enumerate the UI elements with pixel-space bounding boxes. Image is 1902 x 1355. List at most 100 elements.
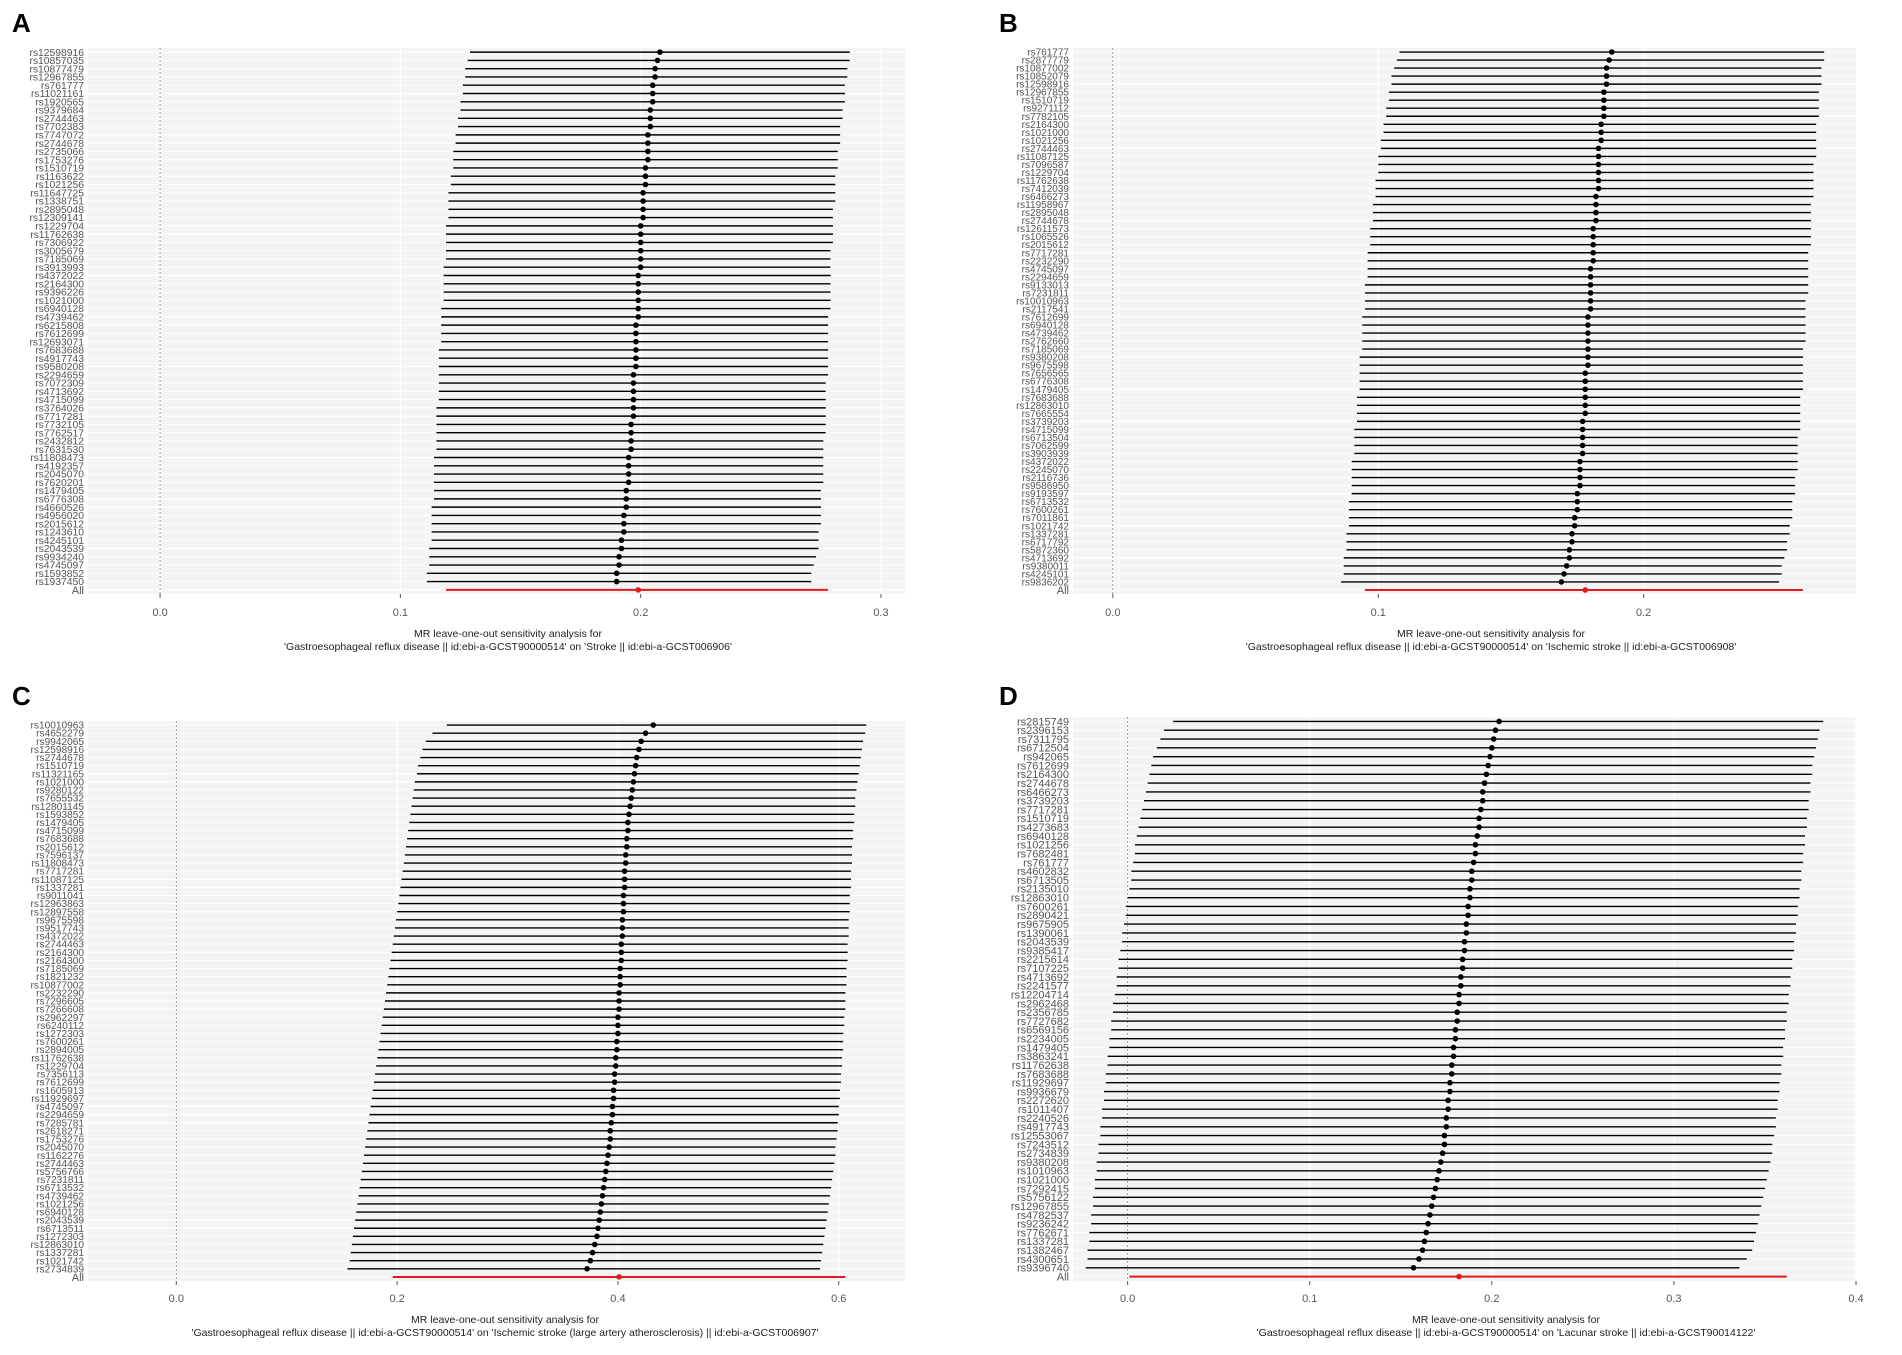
panel-d-estimate-point bbox=[1459, 956, 1466, 963]
panel-d-estimate-point bbox=[1456, 991, 1462, 998]
panel-c-snp-label: rs1510719 bbox=[36, 761, 84, 772]
panel-b-estimate-point bbox=[1579, 450, 1586, 457]
panel-b-estimate-point bbox=[1601, 89, 1607, 95]
panel-c-snp-label: rs2164300 bbox=[36, 956, 84, 967]
panel-d-snp-label: rs2356785 bbox=[1017, 1007, 1069, 1019]
panel-d-snp-label: rs7762671 bbox=[1017, 1227, 1069, 1239]
panel-b-estimate-point bbox=[1585, 322, 1591, 328]
panel-c-estimate-point bbox=[612, 1055, 619, 1061]
panel-b-estimate-point bbox=[1595, 177, 1602, 184]
panel-a-estimate-point bbox=[616, 553, 622, 560]
panel-c-snp-label: rs4745097 bbox=[36, 1102, 84, 1113]
panel-c-estimate-point bbox=[589, 1249, 596, 1256]
panel-c-snp-label: rs12863010 bbox=[31, 1240, 85, 1251]
panel-b-estimate-point bbox=[1577, 482, 1583, 489]
panel-b-estimate-point bbox=[1582, 394, 1589, 401]
panel-b-x-tick-label: 0.2 bbox=[1636, 607, 1651, 619]
panel-b-overall-label: All bbox=[1057, 585, 1069, 597]
panel-c-snp-label: rs2962297 bbox=[36, 1013, 84, 1024]
panel-c-estimate-point bbox=[615, 1030, 621, 1037]
panel-d-estimate-point bbox=[1454, 1009, 1461, 1016]
panel-c-snp-label: rs7285781 bbox=[36, 1118, 84, 1129]
panel-c-estimate-point bbox=[609, 1111, 616, 1118]
panel-a-estimate-point bbox=[630, 371, 637, 378]
panel-b-snp-label: rs9675598 bbox=[1022, 361, 1070, 372]
panel-c-snp-label: rs2043539 bbox=[36, 1216, 84, 1227]
panel-b-estimate-point bbox=[1598, 129, 1604, 136]
panel-c-estimate-point bbox=[636, 746, 642, 753]
panel-b-snp-label: rs9271112 bbox=[1023, 104, 1069, 115]
panel-c-snp-label: rs7266608 bbox=[36, 1005, 84, 1016]
panel-a-estimate-point bbox=[635, 314, 642, 320]
panel-a-snp-label: rs9396226 bbox=[35, 288, 84, 299]
panel-b-snp-label: rs9586950 bbox=[1022, 481, 1070, 492]
panel-b-snp-label: rs2294659 bbox=[1022, 272, 1070, 283]
panel-d-snp-label: rs12967855 bbox=[1011, 1201, 1069, 1213]
panel-a-estimate-point bbox=[635, 272, 642, 279]
panel-a-snp-label: rs12309141 bbox=[29, 213, 84, 224]
panel-a-snp-label: rs1510719 bbox=[35, 164, 84, 175]
panel-a-estimate-point bbox=[637, 247, 644, 254]
panel-c-x-tick-label: 0.0 bbox=[169, 1293, 184, 1305]
panel-a-x-tick-label: 0.1 bbox=[393, 607, 408, 619]
panel-a-snp-label: rs12598916 bbox=[29, 48, 84, 59]
panel-a-estimate-point bbox=[645, 148, 651, 155]
panel-b-snp-label: rs2744678 bbox=[1022, 216, 1070, 227]
panel-a-snp-label: rs11647725 bbox=[30, 188, 84, 199]
panel-d-snp-label: rs6940128 bbox=[1017, 831, 1069, 843]
panel-a-snp-label: rs1021256 bbox=[35, 180, 84, 191]
panel-c-snp-label: rs2744463 bbox=[36, 1159, 84, 1170]
panel-d-estimate-point bbox=[1448, 1071, 1455, 1077]
panel-d-estimate-point bbox=[1434, 1176, 1440, 1183]
panel-c-snp-label: rs9280122 bbox=[36, 786, 84, 797]
panel-d-snp-label: rs7243512 bbox=[1017, 1139, 1069, 1151]
panel-b-snp-label: rs10010963 bbox=[1016, 296, 1069, 307]
panel-d-snp-label: rs2215614 bbox=[1017, 954, 1069, 966]
caption-a-subtitle: 'Gastroesophageal reflux disease || id:e… bbox=[284, 641, 732, 654]
panel-c-snp-label: rs6713511 bbox=[37, 1224, 84, 1235]
panel-a-estimate-point bbox=[633, 347, 639, 353]
panel-b-estimate-point bbox=[1595, 169, 1602, 176]
panel-a-estimate-point bbox=[637, 223, 644, 229]
panel-c-estimate-point bbox=[614, 1046, 620, 1053]
panel-c-estimate-point bbox=[600, 1184, 607, 1191]
panel-d-estimate-point bbox=[1452, 1027, 1459, 1033]
panel-a-estimate-point bbox=[640, 198, 646, 204]
panel-b-estimate-point bbox=[1590, 249, 1597, 256]
panel-b-estimate-point bbox=[1574, 506, 1581, 513]
panel-d-snp-label: rs1382467 bbox=[1017, 1245, 1069, 1257]
panel-b-estimate-point bbox=[1571, 514, 1578, 521]
panel-d-estimate-point bbox=[1474, 833, 1481, 839]
panel-d-snp-label: rs12204714 bbox=[1011, 989, 1069, 1001]
panel-b-estimate-point bbox=[1571, 522, 1578, 529]
panel-a-estimate-point bbox=[625, 462, 632, 469]
panel-c-x-tick-label: 0.4 bbox=[610, 1293, 625, 1305]
panel-b-snp-label: rs1337281 bbox=[1022, 529, 1070, 540]
panel-d-snp-label: rs7107225 bbox=[1017, 963, 1069, 975]
panel-b-snp-label: rs7600261 bbox=[1022, 505, 1070, 516]
panel-b-estimate-point bbox=[1582, 402, 1589, 409]
panel-c-estimate-point bbox=[616, 1006, 622, 1012]
panel-c-snp-label: rs9011041 bbox=[37, 891, 84, 902]
panel-a-estimate-point bbox=[640, 214, 646, 221]
panel-d-snp-label: rs1510719 bbox=[1017, 813, 1069, 825]
panel-c-estimate-point bbox=[626, 811, 632, 818]
panel-d-snp-label: rs2240526 bbox=[1017, 1113, 1069, 1125]
caption-d-title: MR leave-one-out sensitivity analysis fo… bbox=[1412, 1314, 1600, 1326]
panel-a-estimate-point bbox=[623, 496, 630, 502]
panel-c-snp-label: rs2164300 bbox=[36, 948, 84, 959]
panel-c-snp-label: rs7655532 bbox=[36, 794, 84, 805]
panel-d-snp-label: rs4300651 bbox=[1017, 1254, 1069, 1266]
panel-a-estimate-point bbox=[642, 181, 649, 188]
panel-c-estimate-point bbox=[607, 1136, 614, 1142]
panel-d-snp-label: rs9236242 bbox=[1017, 1219, 1069, 1231]
panel-d-snp-label: rs7727682 bbox=[1017, 1016, 1069, 1028]
panel-c-estimate-point bbox=[633, 754, 640, 761]
panel-letter-d: D bbox=[999, 681, 1018, 711]
panel-d-snp-label: rs12553067 bbox=[1011, 1130, 1069, 1142]
panel-b-estimate-point bbox=[1587, 282, 1594, 288]
panel-c-snp-label: rs7356113 bbox=[37, 1070, 84, 1081]
panel-d-snp-label: rs2241577 bbox=[1017, 981, 1069, 993]
panel-a-estimate-point bbox=[652, 65, 658, 72]
panel-d-estimate-point bbox=[1427, 1212, 1433, 1218]
